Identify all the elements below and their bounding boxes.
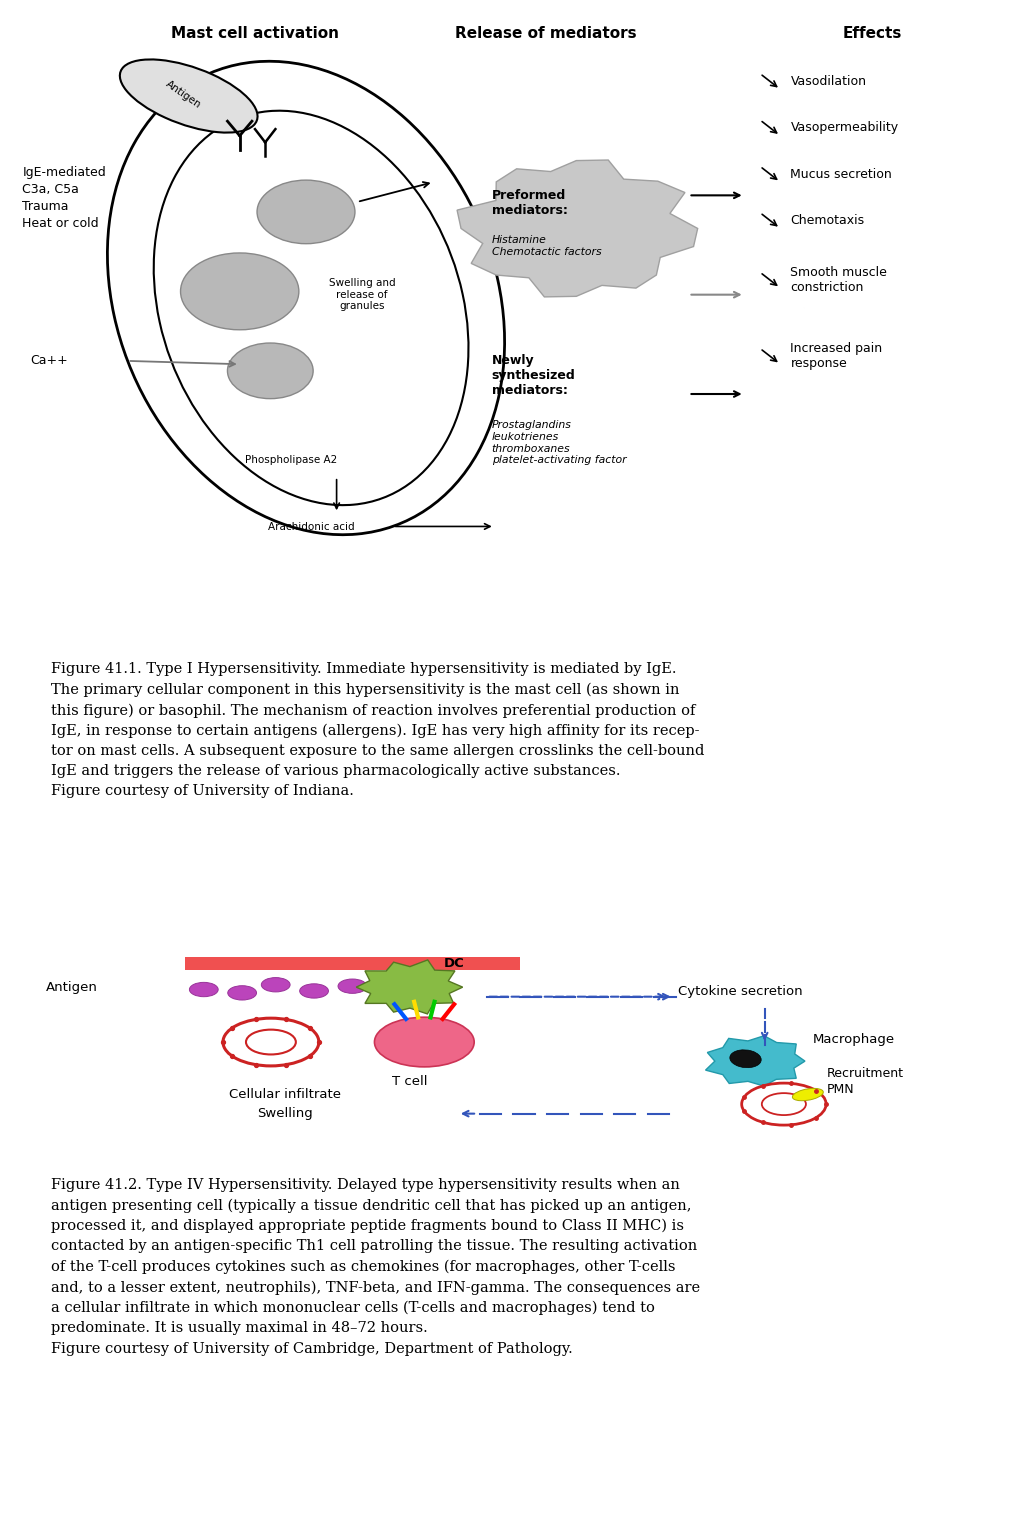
- Text: Prostaglandins
leukotrienes
thromboxanes
platelet-activating factor: Prostaglandins leukotrienes thromboxanes…: [491, 420, 626, 465]
- Text: Chemotaxis: Chemotaxis: [790, 214, 864, 226]
- Text: Ca++: Ca++: [31, 354, 68, 368]
- Text: Recruitment: Recruitment: [826, 1067, 903, 1080]
- Text: Preformed
mediators:: Preformed mediators:: [491, 189, 567, 217]
- Circle shape: [227, 343, 313, 399]
- Circle shape: [741, 1083, 825, 1126]
- Circle shape: [223, 1018, 319, 1066]
- Ellipse shape: [119, 60, 258, 132]
- Text: Histamine
Chemotactic factors: Histamine Chemotactic factors: [491, 236, 600, 257]
- Text: DC: DC: [443, 956, 464, 970]
- Text: Cellular infiltrate: Cellular infiltrate: [229, 1089, 341, 1101]
- Ellipse shape: [730, 1050, 760, 1067]
- Text: IgE-mediated
C3a, C5a
Trauma
Heat or cold: IgE-mediated C3a, C5a Trauma Heat or col…: [22, 165, 106, 229]
- Text: Smooth muscle
constriction: Smooth muscle constriction: [790, 266, 887, 294]
- Text: Vasodilation: Vasodilation: [790, 75, 866, 88]
- Ellipse shape: [154, 111, 468, 505]
- Text: Antigen: Antigen: [46, 981, 98, 993]
- Polygon shape: [457, 160, 697, 297]
- Text: Effects: Effects: [842, 26, 901, 42]
- Text: Macrophage: Macrophage: [812, 1033, 894, 1046]
- Circle shape: [337, 979, 367, 993]
- Text: T cell: T cell: [391, 1075, 427, 1089]
- Text: Swelling: Swelling: [257, 1107, 313, 1120]
- Text: Figure 41.2. Type IV Hypersensitivity. Delayed type hypersensitivity results whe: Figure 41.2. Type IV Hypersensitivity. D…: [51, 1178, 699, 1355]
- Text: Swelling and
release of
granules: Swelling and release of granules: [328, 279, 395, 311]
- Circle shape: [761, 1093, 805, 1115]
- Ellipse shape: [792, 1089, 822, 1101]
- Text: Vasopermeability: Vasopermeability: [790, 122, 898, 134]
- Text: Antigen: Antigen: [164, 79, 203, 111]
- Circle shape: [246, 1030, 296, 1055]
- Circle shape: [257, 180, 355, 243]
- Text: Mast cell activation: Mast cell activation: [171, 26, 338, 42]
- Text: Arachidonic acid: Arachidonic acid: [268, 522, 354, 531]
- Text: Mucus secretion: Mucus secretion: [790, 168, 892, 180]
- Ellipse shape: [107, 62, 504, 534]
- Polygon shape: [356, 959, 463, 1013]
- Text: Figure 41.1. Type I Hypersensitivity. Immediate hypersensitivity is mediated by : Figure 41.1. Type I Hypersensitivity. Im…: [51, 662, 704, 798]
- Text: Newly
synthesized
mediators:: Newly synthesized mediators:: [491, 354, 575, 397]
- Circle shape: [300, 984, 328, 998]
- Polygon shape: [705, 1036, 804, 1086]
- Text: Cytokine secretion: Cytokine secretion: [678, 986, 802, 998]
- Bar: [184, 956, 520, 970]
- Text: Release of mediators: Release of mediators: [454, 26, 636, 42]
- Text: Phospholipase A2: Phospholipase A2: [245, 456, 336, 465]
- Text: PMN: PMN: [826, 1083, 854, 1096]
- Text: Increased pain
response: Increased pain response: [790, 342, 881, 370]
- Circle shape: [190, 983, 218, 996]
- Circle shape: [227, 986, 257, 999]
- Circle shape: [374, 1018, 474, 1067]
- Circle shape: [180, 253, 299, 330]
- Circle shape: [261, 978, 289, 992]
